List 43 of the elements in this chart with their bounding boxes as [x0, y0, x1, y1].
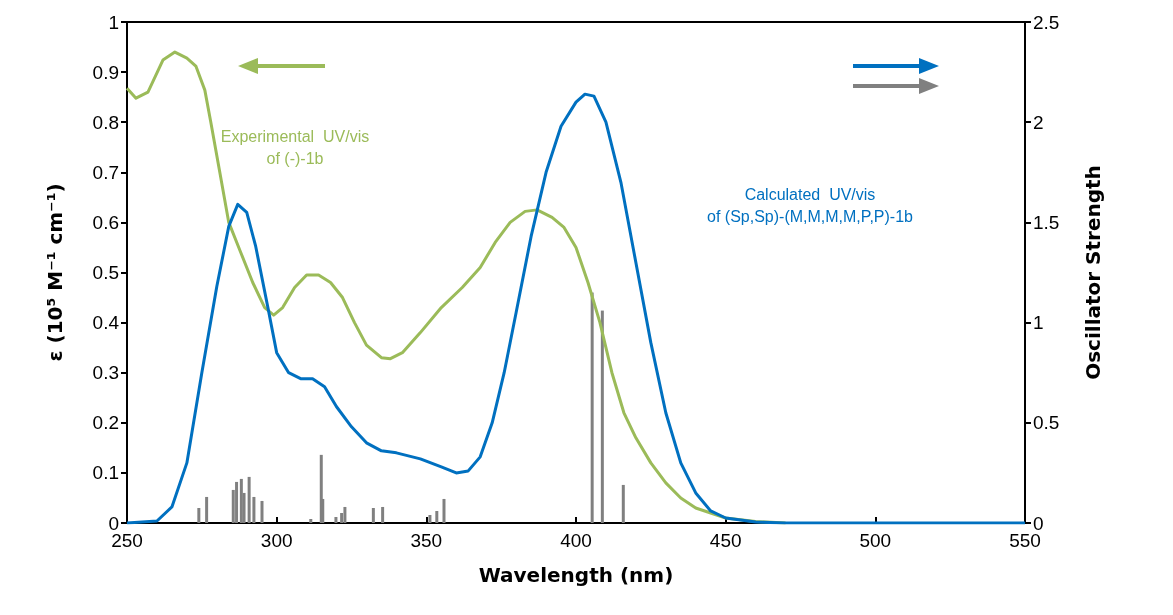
- bar: [235, 481, 239, 523]
- x-tick-label: 350: [410, 530, 443, 551]
- y-tick-label: 0.1: [92, 462, 119, 484]
- y2-tick-label: 1: [1033, 312, 1044, 334]
- bar: [334, 516, 338, 523]
- y-tick-label: 0.8: [92, 111, 119, 133]
- y-tick-label: 0.4: [92, 312, 120, 334]
- y2-axis-title: Oscillator Strength: [1081, 165, 1105, 380]
- y2-tick-label: 0.5: [1033, 412, 1060, 434]
- bar: [309, 518, 313, 523]
- x-tick-label: 300: [260, 530, 293, 551]
- x-axis-title: Wavelength (nm): [478, 563, 674, 587]
- bar: [239, 478, 243, 523]
- annotation: Experimental UV/vis of (-)-1b: [220, 127, 370, 167]
- y-tick-label: 0.6: [92, 211, 119, 233]
- bar: [442, 498, 446, 523]
- y2-tick-label: 2.5: [1033, 11, 1060, 33]
- y2-tick-label: 2: [1033, 111, 1044, 133]
- x-tick-label: 450: [709, 530, 742, 551]
- bar: [197, 507, 201, 523]
- bar: [590, 292, 594, 523]
- bar: [381, 506, 385, 523]
- bar: [428, 514, 432, 523]
- bar: [600, 310, 604, 523]
- bar: [343, 506, 347, 523]
- bar: [371, 507, 375, 523]
- y-tick-label: 0.5: [92, 262, 119, 283]
- bar: [205, 496, 209, 523]
- bar: [260, 500, 264, 523]
- y-tick-label: 0.9: [92, 61, 119, 83]
- y-tick-label: 0.3: [92, 362, 119, 384]
- y-axis-title: ε (10⁵ M⁻¹ cm⁻¹): [43, 183, 67, 362]
- x-tick-label: 500: [859, 530, 892, 551]
- y-tick-label: 0.7: [92, 161, 119, 183]
- bar: [435, 510, 439, 523]
- y-tick-label: 1: [108, 11, 119, 33]
- y-tick-label: 0.2: [92, 412, 119, 434]
- annotation: Calculated UV/vis of (Sp,Sp)-(M,M,M,M,P,P)-1b: [707, 185, 914, 225]
- line-series: [125, 92, 1027, 525]
- bar: [621, 484, 625, 523]
- x-tick-label: 400: [560, 530, 592, 551]
- bar: [247, 476, 251, 523]
- y2-tick-label: 1.5: [1033, 211, 1060, 233]
